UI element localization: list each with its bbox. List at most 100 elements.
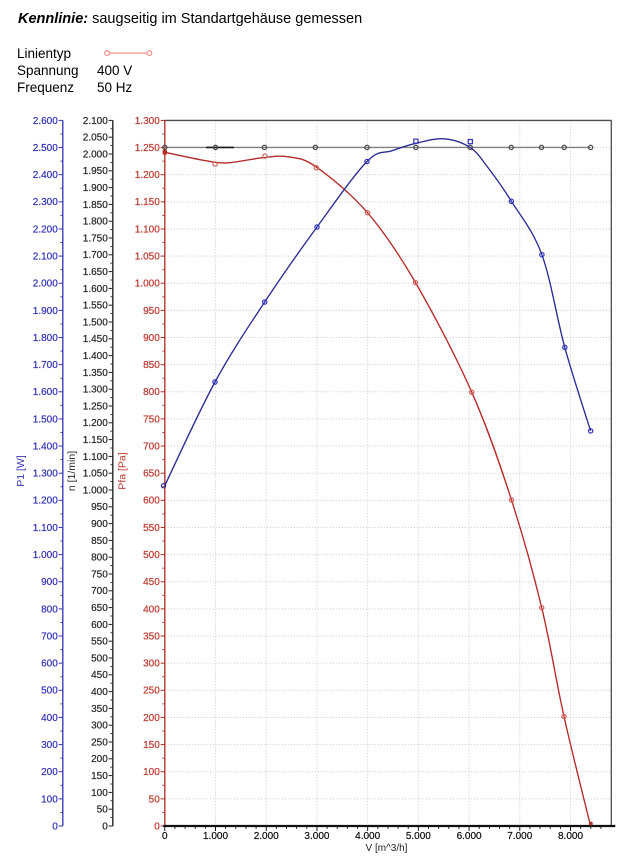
svg-text:700: 700 — [91, 586, 108, 597]
svg-text:2.300: 2.300 — [33, 197, 58, 208]
svg-text:100: 100 — [41, 794, 58, 805]
svg-text:1.250: 1.250 — [135, 143, 160, 154]
svg-text:1.100: 1.100 — [33, 523, 58, 534]
svg-text:2.500: 2.500 — [33, 143, 58, 154]
svg-text:8.000: 8.000 — [558, 831, 583, 842]
svg-text:2.600: 2.600 — [33, 116, 58, 127]
svg-text:500: 500 — [143, 550, 160, 561]
svg-text:550: 550 — [91, 637, 108, 648]
svg-text:300: 300 — [143, 659, 160, 670]
svg-text:1.100: 1.100 — [83, 452, 108, 463]
svg-text:1.500: 1.500 — [83, 317, 108, 328]
svg-text:1.950: 1.950 — [83, 166, 108, 177]
svg-text:550: 550 — [143, 523, 160, 534]
svg-text:2.400: 2.400 — [33, 170, 58, 181]
svg-text:6.000: 6.000 — [457, 831, 482, 842]
svg-text:750: 750 — [143, 414, 160, 425]
svg-text:1.300: 1.300 — [135, 116, 160, 127]
svg-text:1.550: 1.550 — [83, 301, 108, 312]
svg-text:4.000: 4.000 — [355, 831, 380, 842]
svg-text:1.800: 1.800 — [33, 333, 58, 344]
svg-text:1.250: 1.250 — [83, 401, 108, 412]
svg-text:2.100: 2.100 — [33, 251, 58, 262]
svg-text:950: 950 — [143, 306, 160, 317]
svg-text:650: 650 — [143, 469, 160, 480]
svg-text:950: 950 — [91, 502, 108, 513]
svg-text:450: 450 — [91, 670, 108, 681]
svg-text:1.300: 1.300 — [83, 385, 108, 396]
svg-text:1.200: 1.200 — [135, 170, 160, 181]
svg-text:1.900: 1.900 — [33, 306, 58, 317]
svg-text:1.350: 1.350 — [83, 368, 108, 379]
svg-text:5.000: 5.000 — [406, 831, 431, 842]
svg-text:0: 0 — [162, 831, 168, 842]
svg-text:150: 150 — [91, 771, 108, 782]
svg-text:50: 50 — [149, 794, 161, 805]
svg-text:400: 400 — [143, 604, 160, 615]
svg-text:P1 [W]: P1 [W] — [15, 455, 27, 487]
svg-text:2.200: 2.200 — [33, 224, 58, 235]
svg-text:200: 200 — [41, 767, 58, 778]
svg-text:250: 250 — [143, 686, 160, 697]
svg-text:1.100: 1.100 — [135, 224, 160, 235]
svg-text:1.000: 1.000 — [83, 485, 108, 496]
svg-text:50: 50 — [97, 805, 109, 816]
svg-text:1.200: 1.200 — [83, 418, 108, 429]
svg-text:700: 700 — [41, 631, 58, 642]
svg-text:1.600: 1.600 — [83, 284, 108, 295]
svg-text:1.000: 1.000 — [135, 279, 160, 290]
svg-text:1.600: 1.600 — [33, 387, 58, 398]
svg-text:0: 0 — [154, 821, 160, 832]
svg-text:800: 800 — [143, 387, 160, 398]
svg-text:700: 700 — [143, 441, 160, 452]
svg-text:100: 100 — [91, 788, 108, 799]
svg-text:900: 900 — [143, 333, 160, 344]
svg-text:1.650: 1.650 — [83, 267, 108, 278]
svg-text:2.000: 2.000 — [33, 279, 58, 290]
svg-text:n [1/min]: n [1/min] — [66, 451, 78, 491]
svg-text:500: 500 — [91, 653, 108, 664]
svg-text:1.450: 1.450 — [83, 334, 108, 345]
svg-text:1.000: 1.000 — [203, 831, 228, 842]
svg-text:400: 400 — [91, 687, 108, 698]
svg-text:1.500: 1.500 — [33, 414, 58, 425]
svg-text:600: 600 — [143, 496, 160, 507]
svg-text:2.050: 2.050 — [83, 133, 108, 144]
svg-text:0: 0 — [52, 821, 58, 832]
svg-text:2.000: 2.000 — [254, 831, 279, 842]
svg-text:V [m^3/h]: V [m^3/h] — [366, 843, 408, 854]
svg-text:1.400: 1.400 — [33, 441, 58, 452]
svg-text:1.200: 1.200 — [33, 496, 58, 507]
svg-text:750: 750 — [91, 569, 108, 580]
svg-text:1.400: 1.400 — [83, 351, 108, 362]
svg-text:0: 0 — [102, 821, 108, 832]
svg-text:1.800: 1.800 — [83, 217, 108, 228]
svg-text:800: 800 — [41, 604, 58, 615]
svg-text:1.700: 1.700 — [33, 360, 58, 371]
svg-text:300: 300 — [41, 740, 58, 751]
svg-text:600: 600 — [91, 620, 108, 631]
svg-text:900: 900 — [41, 577, 58, 588]
svg-text:200: 200 — [143, 713, 160, 724]
svg-text:1.050: 1.050 — [83, 469, 108, 480]
svg-text:300: 300 — [91, 721, 108, 732]
svg-text:1.150: 1.150 — [83, 435, 108, 446]
svg-text:350: 350 — [91, 704, 108, 715]
svg-text:600: 600 — [41, 659, 58, 670]
svg-text:900: 900 — [91, 519, 108, 530]
svg-text:1.850: 1.850 — [83, 200, 108, 211]
svg-text:350: 350 — [143, 631, 160, 642]
svg-text:7.000: 7.000 — [507, 831, 532, 842]
svg-text:1.700: 1.700 — [83, 250, 108, 261]
svg-text:1.900: 1.900 — [83, 183, 108, 194]
svg-text:3.000: 3.000 — [304, 831, 329, 842]
svg-text:450: 450 — [143, 577, 160, 588]
svg-text:850: 850 — [143, 360, 160, 371]
svg-text:2.100: 2.100 — [83, 116, 108, 127]
svg-text:250: 250 — [91, 737, 108, 748]
svg-text:1.300: 1.300 — [33, 469, 58, 480]
svg-text:2.000: 2.000 — [83, 149, 108, 160]
svg-text:1.150: 1.150 — [135, 197, 160, 208]
svg-text:Pfa [Pa]: Pfa [Pa] — [117, 452, 129, 489]
svg-text:200: 200 — [91, 754, 108, 765]
